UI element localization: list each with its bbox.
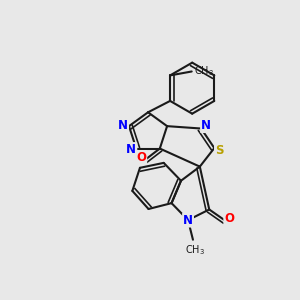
Text: CH$_3$: CH$_3$ — [185, 244, 205, 257]
Text: O: O — [136, 151, 146, 164]
Text: O: O — [224, 212, 234, 225]
Text: N: N — [126, 143, 136, 156]
Text: N: N — [201, 119, 211, 132]
Text: N: N — [183, 214, 193, 226]
Text: CH$_3$: CH$_3$ — [194, 64, 214, 78]
Text: N: N — [118, 119, 128, 132]
Text: S: S — [215, 145, 224, 158]
